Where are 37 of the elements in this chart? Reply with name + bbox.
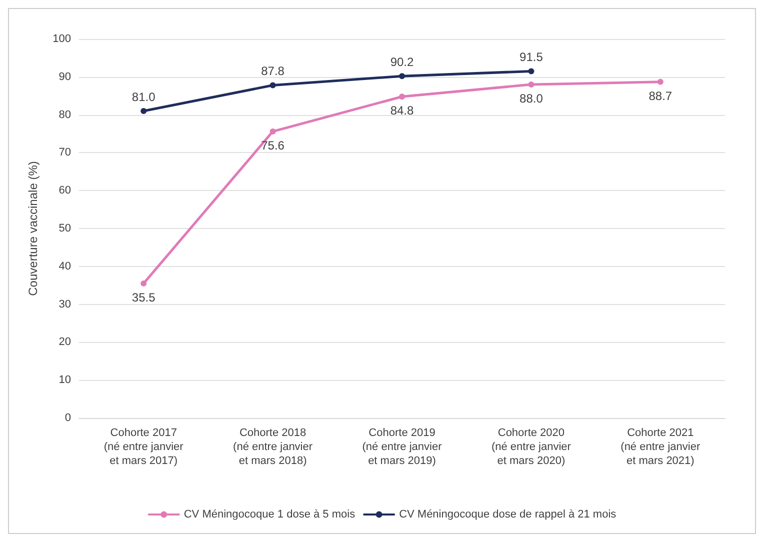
- data-label: 81.0: [132, 90, 156, 104]
- y-tick-label: 20: [58, 336, 71, 348]
- data-label: 88.0: [520, 91, 544, 106]
- data-label: 91.5: [520, 50, 544, 64]
- legend-label: CV Méningocoque dose de rappel à 21 mois: [399, 508, 617, 520]
- point: [270, 128, 276, 134]
- y-tick-label: 60: [58, 184, 71, 197]
- y-tick-label: 0: [64, 412, 71, 424]
- point: [528, 68, 534, 74]
- y-tick-label: 80: [58, 108, 71, 121]
- data-label: 88.7: [648, 88, 672, 103]
- x-tick-label: Cohorte 2021 (né entre janvier et mars 2021): [620, 427, 700, 467]
- y-tick-label: 90: [58, 70, 71, 83]
- point: [399, 94, 405, 100]
- x-tick-label: Cohorte 2020 (né entre janvier et mars 2020): [491, 427, 572, 467]
- y-tick-label: 10: [58, 374, 71, 386]
- data-label: 90.2: [390, 55, 414, 70]
- y-tick-label: 70: [58, 146, 71, 159]
- y-axis-title: Couverture vaccinale (%): [26, 161, 40, 296]
- data-label: 84.8: [390, 104, 414, 118]
- point: [528, 81, 534, 88]
- point: [270, 82, 276, 88]
- data-label: 75.6: [261, 138, 285, 152]
- point: [140, 280, 147, 286]
- data-label: 35.5: [132, 290, 156, 304]
- x-tick-label: Cohorte 2019 (né entre janvier et mars 2019): [362, 427, 442, 467]
- legend-label: CV Méningocoque 1 dose à 5 mois: [184, 508, 356, 520]
- x-tick-label: Cohorte 2017 (né entre janvier et mars 2017): [104, 427, 184, 467]
- y-tick-label: 30: [58, 298, 71, 310]
- point: [399, 73, 405, 80]
- data-label: 87.8: [261, 64, 285, 78]
- y-tick-label: 40: [58, 260, 71, 272]
- point: [140, 108, 147, 114]
- x-tick-label: Cohorte 2018 (né entre janvier et mars 2018): [233, 427, 313, 467]
- y-tick-label: 100: [52, 33, 71, 45]
- y-tick-label: 50: [58, 222, 71, 234]
- point: [657, 78, 664, 85]
